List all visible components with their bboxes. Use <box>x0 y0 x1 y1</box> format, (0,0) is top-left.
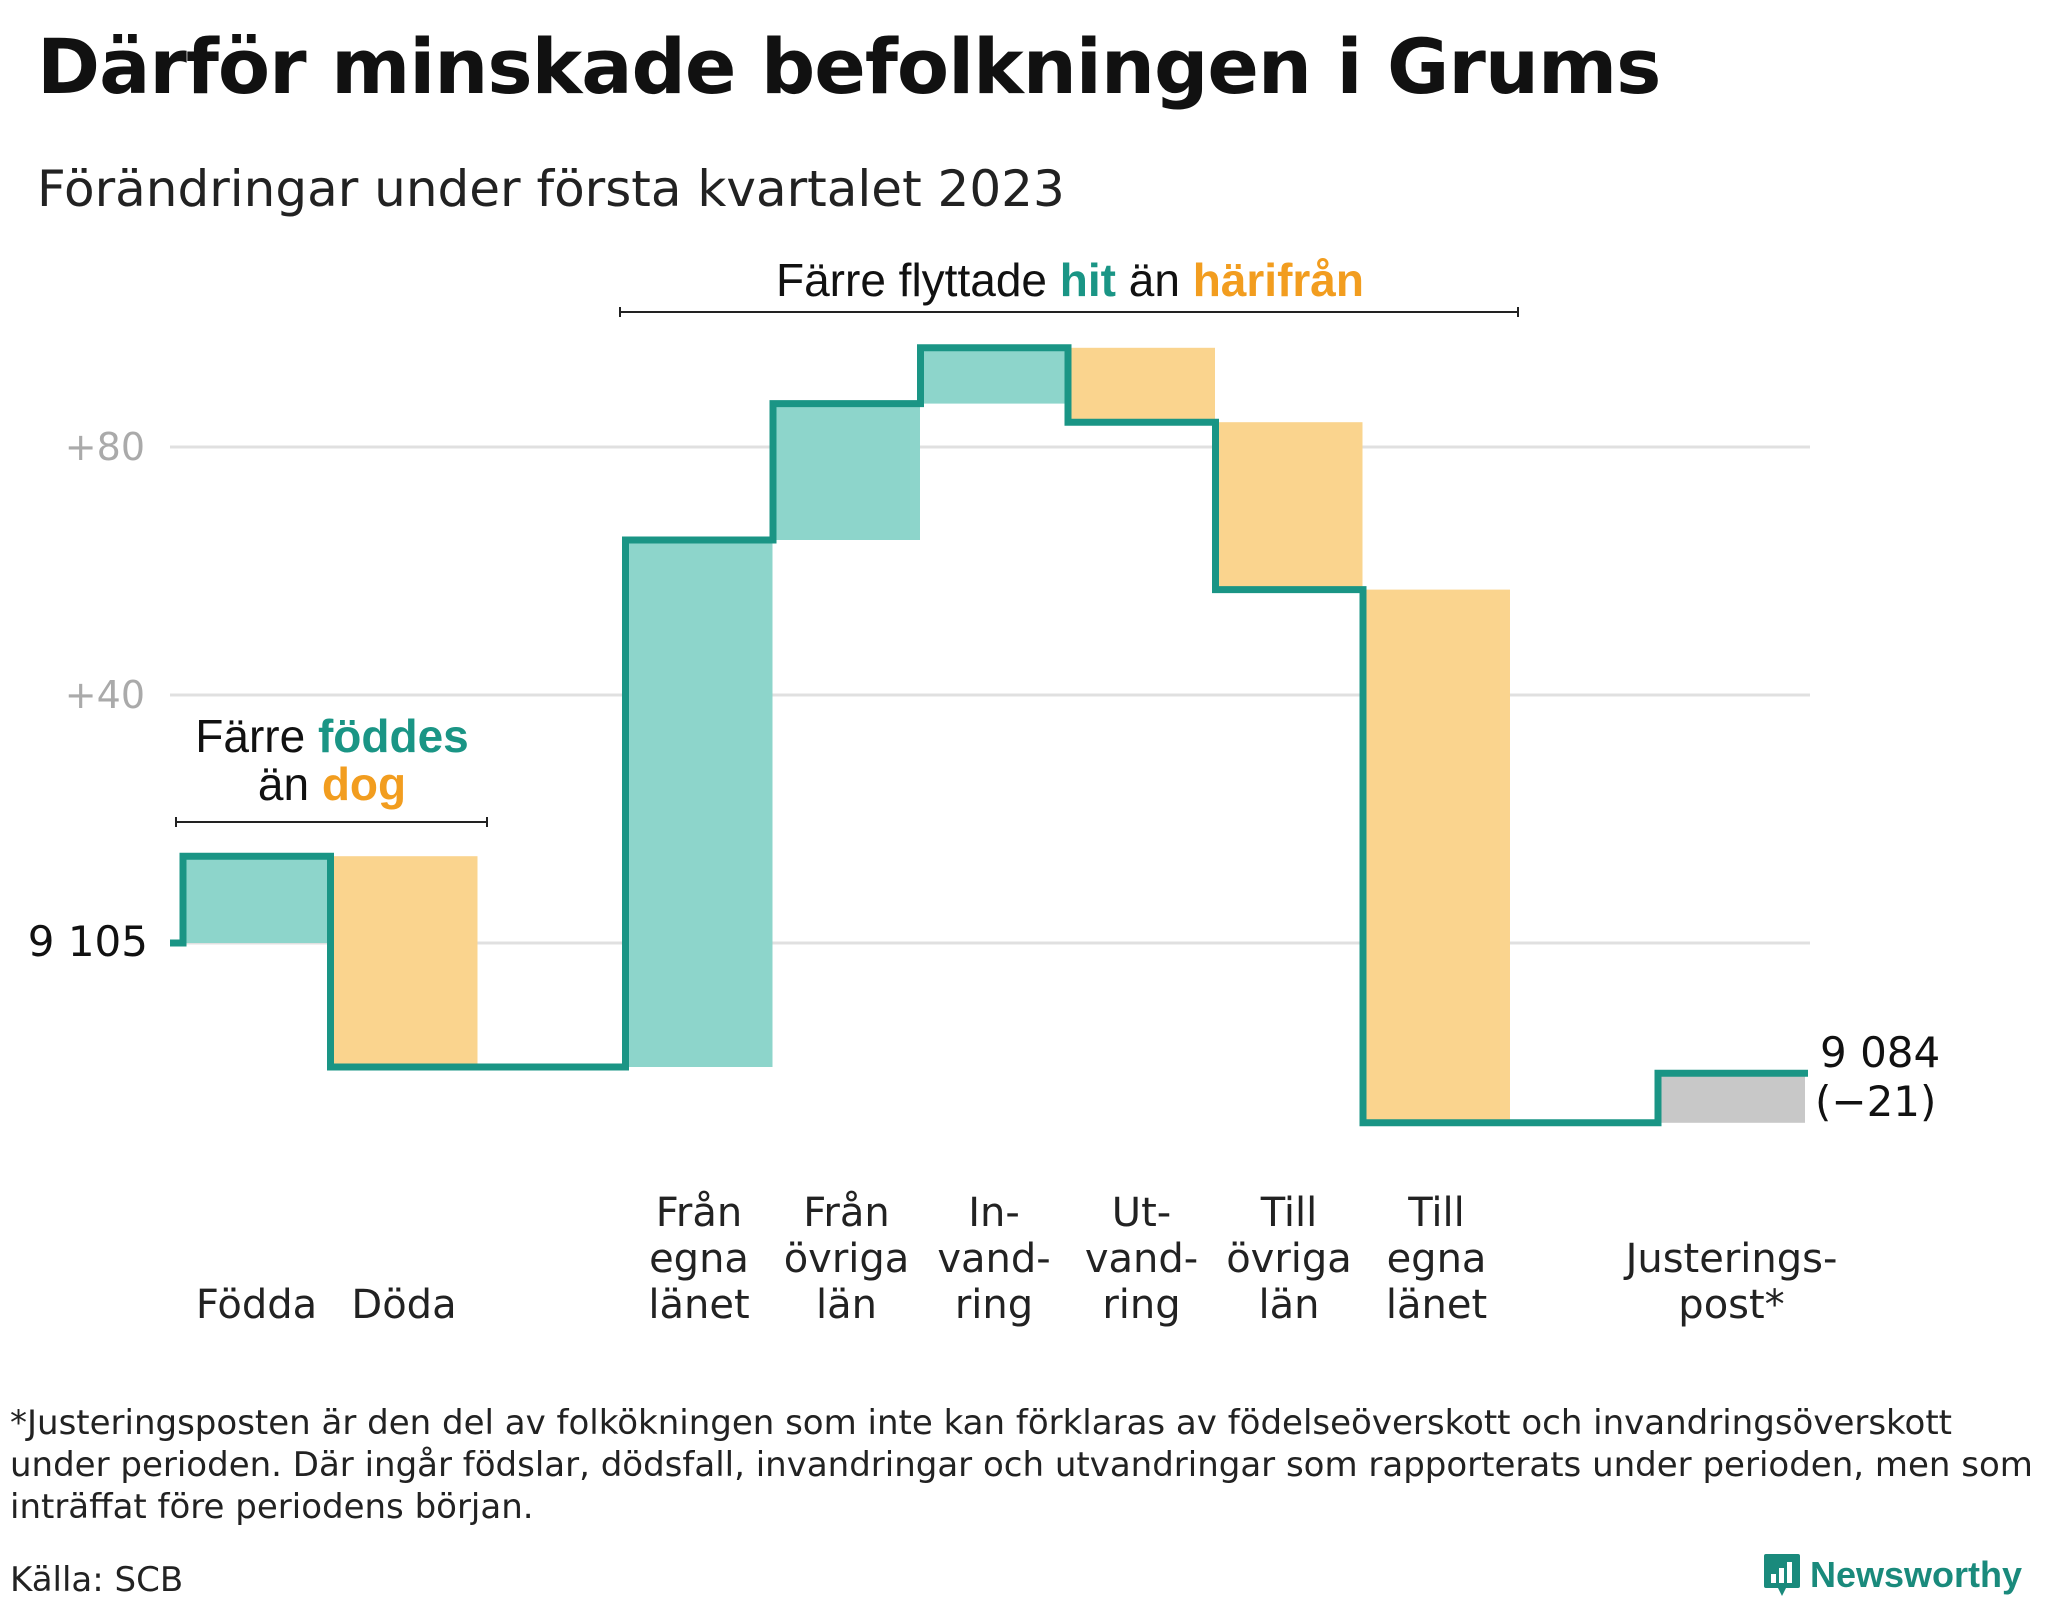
brand-logo: Newsworthy <box>1762 1552 2022 1598</box>
x-category-label-line: vand- <box>937 1236 1050 1282</box>
x-category-label-line: Justerings- <box>1623 1236 1838 1282</box>
annotation-part: Färre <box>195 710 318 762</box>
footnote: *Justeringsposten är den del av folkökni… <box>10 1403 2033 1527</box>
x-category-label-line: län <box>1259 1282 1320 1328</box>
x-category-label-line: Födda <box>196 1282 317 1328</box>
end-value: 9 084 <box>1820 1028 1940 1077</box>
x-category-label-line: Till <box>1407 1190 1465 1236</box>
x-category-label: Till egna länet <box>1386 1190 1487 1328</box>
brand-name: Newsworthy <box>1809 1554 2022 1595</box>
annotation-births-line2: än dog <box>258 758 406 810</box>
annotation-part: dog <box>322 758 406 810</box>
annotation-part: Färre flyttade <box>776 254 1060 306</box>
x-category-label: Från övriga län <box>784 1190 910 1328</box>
bar <box>773 403 920 540</box>
x-category-label-line: Ut- <box>1112 1190 1171 1236</box>
x-category-label-line: In- <box>968 1190 1020 1236</box>
end-change: (−21) <box>1815 1077 1936 1126</box>
running-total-line <box>170 344 1808 1127</box>
bar <box>1068 347 1215 423</box>
bar <box>1658 1073 1805 1123</box>
annotation-part: hit <box>1060 254 1116 306</box>
newsworthy-logo-icon <box>1763 1554 1800 1596</box>
x-category-label-line: Från <box>656 1190 742 1236</box>
x-category-label-line: län <box>816 1282 877 1328</box>
x-category-label: In-vand-ring <box>937 1190 1050 1328</box>
x-category-label: Döda <box>351 1282 456 1328</box>
annotation-migration: Färre flyttade hit än härifrån <box>776 254 1364 306</box>
x-category-label-line: Från <box>803 1190 889 1236</box>
annotation-part: än <box>258 758 322 810</box>
y-tick-label: +40 <box>65 673 145 717</box>
x-category-label-line: ring <box>955 1282 1033 1328</box>
bar <box>330 856 478 1067</box>
end-value-label: 9 084(−21) <box>1815 1028 1940 1126</box>
source-note: Källa: SCB <box>10 1560 184 1600</box>
bar <box>183 856 330 943</box>
x-category-label: Födda <box>196 1282 317 1328</box>
bar <box>920 347 1068 404</box>
x-category-label-line: övriga <box>1226 1236 1352 1282</box>
annotation-births-line1: Färre föddes <box>195 710 468 762</box>
x-category-label: Till övriga län <box>1226 1190 1352 1328</box>
x-category-label-line: övriga <box>784 1236 910 1282</box>
y-axis-ticks: 9 105 +40 +80 <box>28 425 148 966</box>
x-category-label-line: länet <box>1386 1282 1487 1328</box>
chart-subtitle: Förändringar under första kvartalet 2023 <box>37 160 1065 218</box>
x-category-label-line: post* <box>1678 1282 1784 1328</box>
bars <box>183 347 1805 1123</box>
chart-title: Därför minskade befolkningen i Grums <box>37 22 1661 111</box>
annotation-part: än <box>1116 254 1193 306</box>
x-category-label-line: vand- <box>1085 1236 1198 1282</box>
running-total-path <box>170 344 1808 1127</box>
y-tick-label: 9 105 <box>28 917 148 966</box>
x-category-label-line: länet <box>648 1282 749 1328</box>
x-category-label: Ut-vand-ring <box>1085 1190 1198 1328</box>
bar <box>1363 589 1510 1123</box>
bar <box>625 540 773 1067</box>
x-category-label-line: ring <box>1102 1282 1180 1328</box>
y-tick-label: +80 <box>65 425 145 469</box>
annotation-part: föddes <box>318 710 469 762</box>
x-category-label-line: Till <box>1260 1190 1318 1236</box>
x-category-label-line: Döda <box>351 1282 456 1328</box>
x-category-label-line: egna <box>1387 1236 1487 1282</box>
x-category-label: Från egna länet <box>648 1190 749 1328</box>
bar <box>1215 422 1363 590</box>
x-category-label-line: egna <box>649 1236 749 1282</box>
annotation-part: härifrån <box>1193 254 1364 306</box>
x-category-label: Justerings-post* <box>1623 1236 1838 1328</box>
